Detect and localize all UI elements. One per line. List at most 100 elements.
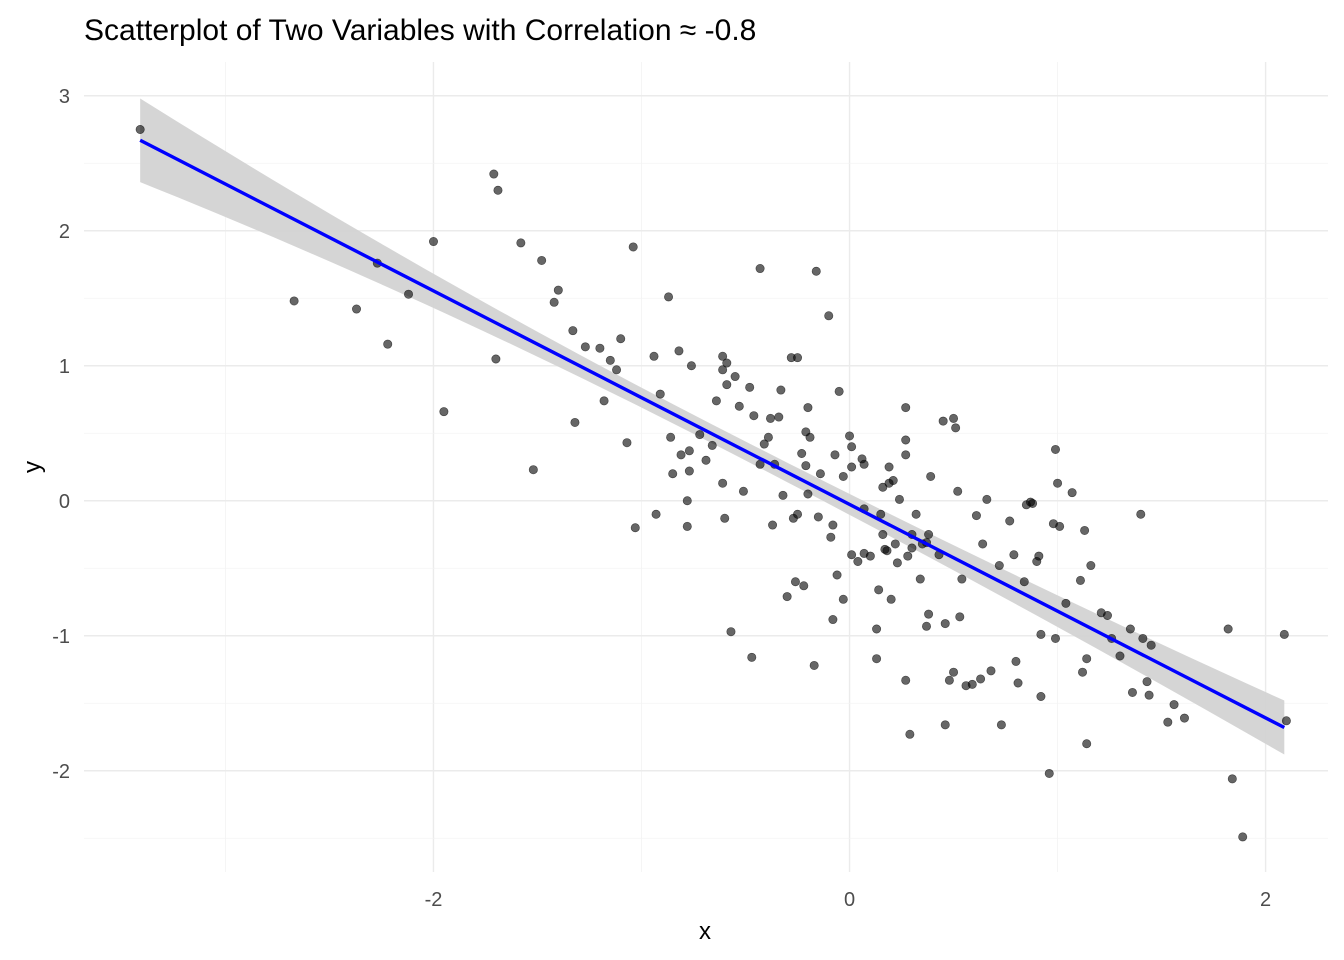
data-point [1075, 575, 1085, 585]
confidence-band [140, 98, 1285, 755]
data-point [630, 523, 640, 533]
data-point [493, 185, 503, 195]
data-point [830, 450, 840, 460]
data-point [738, 486, 748, 496]
data-point [605, 355, 615, 365]
data-point [553, 285, 563, 295]
data-point [616, 334, 626, 344]
data-point [813, 512, 823, 522]
data-point [684, 466, 694, 476]
data-point [978, 539, 988, 549]
data-point [778, 490, 788, 500]
data-point [790, 577, 800, 587]
data-point [1034, 551, 1044, 561]
data-point [1061, 598, 1071, 608]
data-point [940, 720, 950, 730]
data-point [1013, 678, 1023, 688]
data-point [1238, 832, 1248, 842]
data-point [994, 561, 1004, 571]
data-point [876, 509, 886, 519]
data-point [1127, 687, 1137, 697]
data-point [1146, 640, 1156, 650]
data-point [793, 509, 803, 519]
data-point [726, 627, 736, 637]
data-point [537, 255, 547, 265]
data-point [901, 450, 911, 460]
data-point [828, 615, 838, 625]
data-point [882, 546, 892, 556]
data-point [428, 237, 438, 247]
data-point [782, 592, 792, 602]
data-point [570, 417, 580, 427]
data-point [793, 353, 803, 363]
data-point [1163, 717, 1173, 727]
data-point [832, 570, 842, 580]
data-point [528, 465, 538, 475]
data-point [872, 624, 882, 634]
data-point [924, 609, 934, 619]
data-point [649, 351, 659, 361]
data-point [1279, 629, 1289, 639]
data-point [682, 521, 692, 531]
data-point [976, 674, 986, 684]
data-point [1080, 525, 1090, 535]
data-point [676, 450, 686, 460]
data-point [803, 489, 813, 499]
data-point [894, 494, 904, 504]
data-point [682, 496, 692, 506]
y-axis-title: y [19, 461, 46, 473]
data-point [1227, 774, 1237, 784]
y-tick-label: 0 [59, 491, 70, 513]
x-tick-label: 2 [1260, 889, 1271, 911]
data-point [549, 297, 559, 307]
data-point [1138, 633, 1148, 643]
data-point [489, 169, 499, 179]
data-point [801, 461, 811, 471]
data-point [971, 511, 981, 521]
data-point [686, 361, 696, 371]
data-point [890, 539, 900, 549]
data-point [1009, 550, 1019, 560]
data-point [1082, 739, 1092, 749]
data-point [951, 423, 961, 433]
data-point [745, 382, 755, 392]
data-point [926, 471, 936, 481]
data-point [666, 432, 676, 442]
data-point [289, 296, 299, 306]
data-point [383, 339, 393, 349]
data-point [853, 556, 863, 566]
data-point [905, 729, 915, 739]
data-point [1028, 498, 1038, 508]
data-point [1142, 677, 1152, 687]
data-point [404, 289, 414, 299]
data-point [755, 264, 765, 274]
data-point [749, 411, 759, 421]
data-point [878, 529, 888, 539]
data-point [1036, 691, 1046, 701]
data-point [701, 455, 711, 465]
data-point [135, 125, 145, 135]
data-point [711, 396, 721, 406]
data-point [759, 439, 769, 449]
x-tick-label: 0 [844, 889, 855, 911]
y-tick-label: 1 [59, 356, 70, 378]
data-point [580, 342, 590, 352]
data-point [722, 358, 732, 368]
x-axis-title: x [699, 918, 711, 945]
data-point [826, 532, 836, 542]
data-point [1050, 633, 1060, 643]
data-point [516, 238, 526, 248]
data-point [967, 679, 977, 689]
data-point [651, 509, 661, 519]
data-point [439, 407, 449, 417]
data-point [809, 660, 819, 670]
data-point [901, 675, 911, 685]
data-point [949, 413, 959, 423]
data-point [955, 612, 965, 622]
data-point [776, 385, 786, 395]
data-point [684, 446, 694, 456]
data-point [718, 478, 728, 488]
data-point [1005, 516, 1015, 526]
fit-line-group [139, 138, 1286, 730]
data-point [668, 469, 678, 479]
